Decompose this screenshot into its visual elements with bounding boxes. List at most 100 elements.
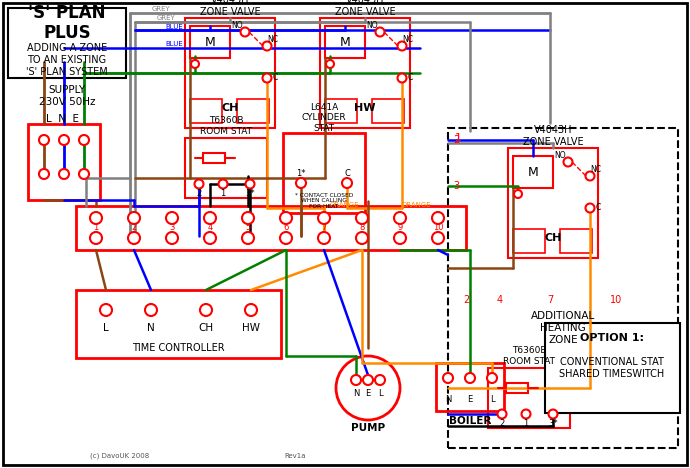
Text: 9: 9 [397,224,403,233]
Circle shape [245,304,257,316]
Text: V4043H
ZONE VALVE: V4043H ZONE VALVE [199,0,260,17]
Circle shape [351,375,361,385]
Text: 3*: 3* [548,418,558,427]
Bar [28,124,100,200]
Circle shape [262,42,271,51]
Circle shape [166,232,178,244]
Bar [560,229,592,253]
Text: 1: 1 [524,418,529,427]
Circle shape [432,212,444,224]
Text: NC: NC [268,36,279,44]
Text: 1*: 1* [296,168,306,177]
Text: C: C [273,73,277,82]
Text: 2: 2 [131,224,137,233]
Text: CH: CH [199,323,214,333]
Text: HW: HW [242,323,260,333]
Circle shape [100,304,112,316]
Circle shape [586,171,595,181]
Text: 10: 10 [433,224,443,233]
Circle shape [497,410,506,418]
Circle shape [59,169,69,179]
Circle shape [280,232,292,244]
Circle shape [375,375,385,385]
Text: BOILER: BOILER [448,416,491,426]
Text: T6360B
ROOM STAT: T6360B ROOM STAT [503,346,555,366]
Text: C: C [407,73,413,82]
Circle shape [262,73,271,82]
Text: OPTION 1:: OPTION 1: [580,333,644,343]
Circle shape [487,373,497,383]
Text: M: M [339,36,351,49]
Text: 10: 10 [610,295,622,305]
Text: 3: 3 [453,181,459,191]
Text: C: C [595,204,600,212]
Text: HW: HW [354,103,376,113]
Circle shape [318,212,330,224]
Circle shape [586,204,595,212]
Text: 1: 1 [220,189,226,197]
Text: GREY: GREY [152,6,170,12]
Circle shape [241,28,250,37]
Circle shape [39,135,49,145]
Bar [76,290,281,358]
Text: 6: 6 [284,224,288,233]
Text: C: C [344,168,350,177]
Bar [203,153,225,163]
Circle shape [191,60,199,68]
Text: L: L [103,323,109,333]
Text: SUPPLY
230V 50Hz: SUPPLY 230V 50Hz [39,85,95,107]
Circle shape [336,356,400,420]
Circle shape [375,28,384,37]
Bar [8,8,126,78]
Circle shape [443,373,453,383]
Bar [185,18,275,128]
Text: TIME CONTROLLER: TIME CONTROLLER [132,343,225,353]
Text: L  N  E: L N E [46,114,79,124]
Circle shape [549,410,558,418]
Bar [283,133,365,213]
Text: L: L [490,395,494,403]
Text: Rev1a: Rev1a [284,453,306,459]
Bar [190,99,222,123]
Circle shape [326,60,334,68]
Bar [545,323,680,413]
Text: NO: NO [554,151,566,160]
Circle shape [522,410,531,418]
Bar [508,148,598,258]
Text: L641A
CYLINDER
STAT: L641A CYLINDER STAT [302,103,346,133]
Text: E: E [366,388,371,397]
Bar [506,383,528,393]
Text: 4: 4 [208,224,213,233]
Bar [325,99,357,123]
Circle shape [246,180,255,189]
Text: BLUE: BLUE [165,24,183,30]
Bar [513,156,553,188]
Circle shape [514,190,522,198]
Bar [237,99,269,123]
Bar [320,18,410,128]
Circle shape [128,212,140,224]
Text: N: N [445,395,451,403]
Text: 2: 2 [500,418,504,427]
Circle shape [356,232,368,244]
Text: N: N [353,388,359,397]
Circle shape [356,212,368,224]
Circle shape [204,232,216,244]
Text: 1: 1 [93,224,99,233]
Text: 2: 2 [197,189,201,197]
Text: 8: 8 [359,224,365,233]
Circle shape [90,212,102,224]
Text: 4: 4 [497,295,503,305]
Circle shape [59,135,69,145]
Circle shape [128,232,140,244]
Text: CONVENTIONAL STAT
SHARED TIMESWITCH: CONVENTIONAL STAT SHARED TIMESWITCH [560,357,664,379]
Circle shape [342,178,352,188]
Text: NC: NC [402,36,413,44]
Circle shape [394,212,406,224]
Text: 2: 2 [463,295,469,305]
Bar [76,206,466,250]
Circle shape [79,169,89,179]
Text: 3: 3 [169,224,175,233]
Circle shape [280,212,292,224]
Text: V4043H
ZONE VALVE: V4043H ZONE VALVE [335,0,395,17]
